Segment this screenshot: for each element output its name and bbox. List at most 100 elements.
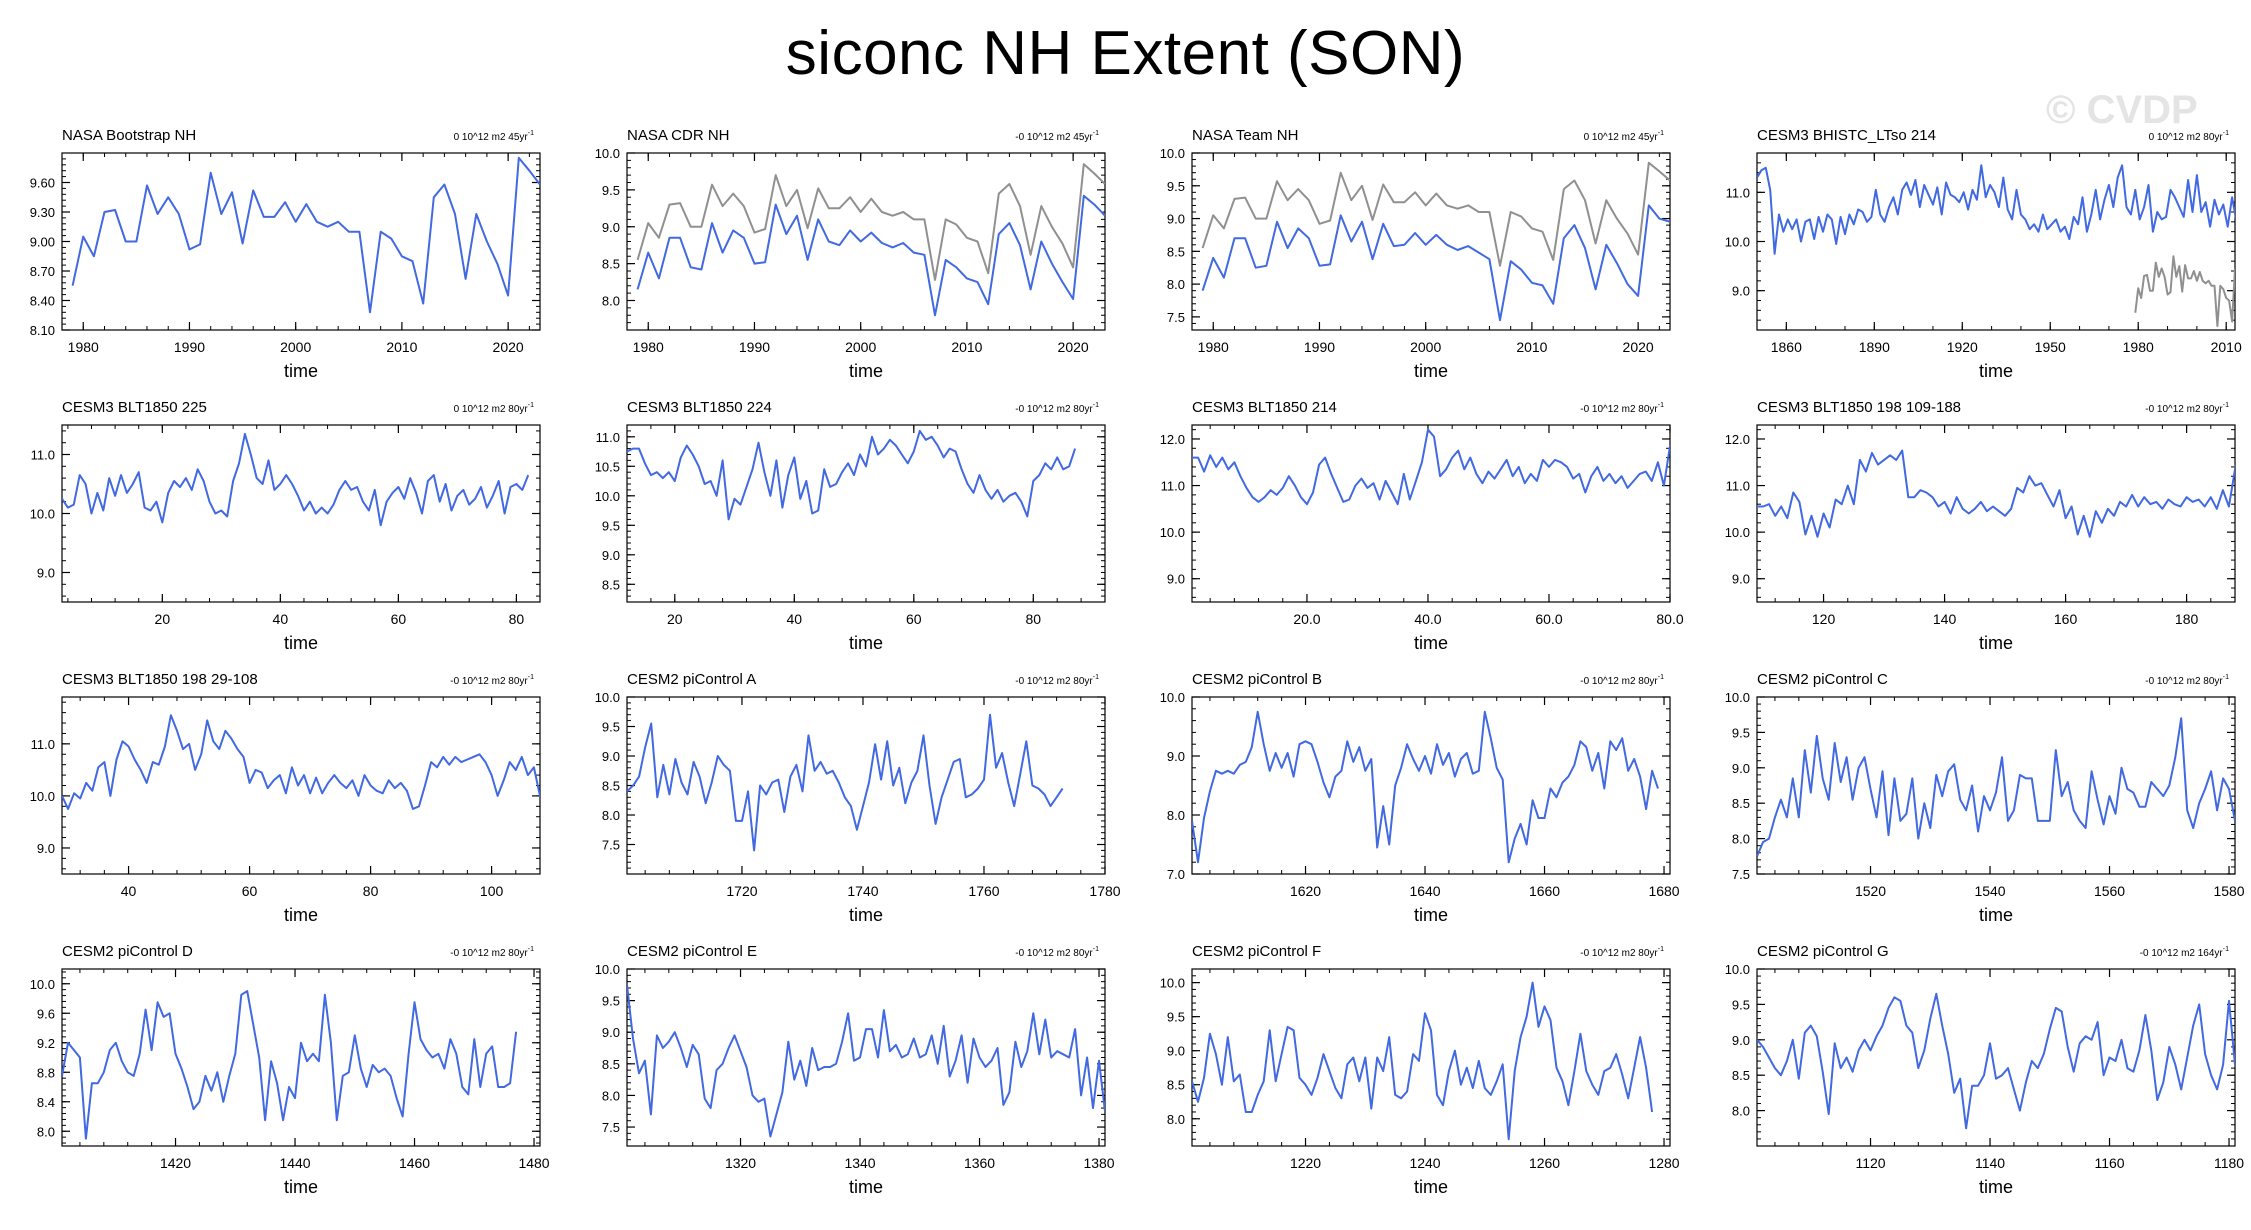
y-tick-label: 9.5 — [602, 720, 620, 735]
x-tick-label: 40.0 — [1414, 611, 1441, 627]
x-tick-label: 1160 — [2094, 1155, 2124, 1171]
series-line-model — [627, 713, 1064, 852]
y-tick-label: 10.0 — [1160, 976, 1185, 991]
y-tick-label: 8.0 — [1167, 808, 1185, 823]
panel-title: CESM3 BLT1850 224 — [627, 399, 772, 416]
x-tick-label: 120 — [1812, 611, 1836, 627]
y-tick-label: 9.0 — [1167, 749, 1185, 764]
y-tick-label: 8.5 — [1732, 796, 1750, 811]
panel-annotation: -0 10^12 m2 80yr-1 — [1580, 674, 1664, 687]
x-tick-label: 80.0 — [1656, 611, 1683, 627]
y-tick-label: 9.0 — [602, 220, 620, 235]
x-axis-label: time — [1414, 633, 1448, 653]
panel-title: CESM2 piControl G — [1757, 943, 1889, 960]
panel-annotation: -0 10^12 m2 80yr-1 — [2145, 674, 2229, 687]
chart-panel: CESM2 piControl G -0 10^12 m2 164yr-1 1120… — [1725, 943, 2245, 1197]
y-tick-label: 8.0 — [602, 1088, 620, 1103]
y-tick-label: 7.5 — [602, 838, 620, 853]
x-tick-label: 1990 — [174, 339, 205, 355]
x-tick-label: 1980 — [633, 339, 664, 355]
y-tick-label: 9.2 — [37, 1036, 55, 1051]
series-line-model — [627, 429, 1077, 521]
x-tick-label: 1860 — [1771, 339, 1802, 355]
chart-panel: NASA Bootstrap NH 0 10^12 m2 45yr-1 1980 19… — [30, 127, 541, 381]
series-line-model — [1192, 710, 1659, 864]
panel-annotation-exponent: -1 — [2223, 402, 2229, 409]
series-line-model — [1192, 981, 1654, 1141]
panel-annotation-exponent: -1 — [1093, 674, 1099, 681]
x-tick-label: 2000 — [845, 339, 876, 355]
panel-title: NASA Bootstrap NH — [62, 127, 196, 144]
y-tick-label: 10.0 — [1160, 690, 1185, 705]
y-tick-label: 8.8 — [37, 1065, 55, 1080]
y-tick-label: 8.0 — [602, 294, 620, 309]
y-tick-label: 8.0 — [1167, 1112, 1185, 1127]
x-axis-label: time — [1979, 361, 2013, 381]
panel-annotation-exponent: -1 — [1093, 402, 1099, 409]
x-tick-label: 1480 — [518, 1155, 549, 1171]
x-tick-label: 1920 — [1947, 339, 1978, 355]
panel-title: CESM3 BLT1850 225 — [62, 399, 207, 416]
panel-annotation-text: 0 10^12 m2 45yr — [454, 132, 529, 143]
series-line-reference — [1201, 161, 1670, 267]
y-tick-label: 9.5 — [1167, 179, 1185, 194]
y-tick-label: 12.0 — [1160, 432, 1185, 447]
y-tick-label: 9.0 — [1732, 572, 1750, 587]
series-line-model — [627, 984, 1105, 1138]
y-tick-label: 9.5 — [602, 994, 620, 1009]
x-tick-label: 140 — [1933, 611, 1957, 627]
x-tick-label: 1360 — [964, 1155, 995, 1171]
x-tick-label: 60 — [391, 611, 407, 627]
x-axis-label: time — [284, 633, 318, 653]
x-tick-label: 1380 — [1083, 1155, 1114, 1171]
y-tick-label: 7.5 — [1732, 867, 1750, 882]
x-tick-label: 40 — [273, 611, 289, 627]
y-tick-label: 8.40 — [30, 294, 55, 309]
y-tick-label: 11.0 — [1161, 479, 1185, 494]
y-tick-label: 10.0 — [595, 146, 620, 161]
x-axis-label: time — [1979, 633, 2013, 653]
y-tick-label: 8.5 — [602, 257, 620, 272]
series-line-model — [62, 990, 518, 1140]
chart-panel: CESM2 piControl A -0 10^12 m2 80yr-1 1720 1… — [595, 671, 1121, 925]
x-tick-label: 1740 — [847, 883, 878, 899]
x-tick-label: 160 — [2054, 611, 2078, 627]
x-tick-label: 1780 — [1089, 883, 1120, 899]
y-tick-label: 11.0 — [31, 737, 55, 752]
x-tick-label: 1980 — [1198, 339, 1229, 355]
x-tick-label: 40 — [121, 883, 137, 899]
y-tick-label: 9.0 — [1167, 1044, 1185, 1059]
x-tick-label: 40 — [787, 611, 803, 627]
x-tick-label: 20 — [155, 611, 171, 627]
x-tick-label: 100 — [480, 883, 504, 899]
y-tick-label: 9.0 — [602, 1025, 620, 1040]
series-line-model — [1757, 717, 2235, 857]
y-tick-label: 11.0 — [1726, 185, 1750, 200]
x-axis-label: time — [1414, 905, 1448, 925]
chart-panel: CESM2 piControl D -0 10^12 m2 80yr-1 1420 1… — [30, 943, 550, 1197]
y-tick-label: 8.0 — [602, 808, 620, 823]
series-line-obs — [71, 156, 540, 314]
x-tick-label: 1760 — [968, 883, 999, 899]
panel-annotation-exponent: -1 — [1658, 130, 1664, 137]
x-tick-label: 20.0 — [1293, 611, 1320, 627]
x-tick-label: 1180 — [2214, 1155, 2244, 1171]
x-tick-label: 1580 — [2213, 883, 2244, 899]
x-tick-label: 1890 — [1859, 339, 1890, 355]
y-tick-label: 10.0 — [595, 489, 620, 504]
y-tick-label: 9.5 — [1732, 997, 1750, 1012]
chart-panel: CESM2 piControl C -0 10^12 m2 80yr-1 1520 1… — [1725, 671, 2245, 925]
x-tick-label: 2010 — [386, 339, 417, 355]
x-tick-label: 1620 — [1290, 883, 1321, 899]
x-axis-label: time — [284, 1177, 318, 1197]
chart-panel: CESM3 BHISTC_LTso 214 0 10^12 m2 80yr-1 18… — [1725, 127, 2242, 381]
y-tick-label: 7.5 — [602, 1120, 620, 1135]
x-axis-label: time — [1414, 1177, 1448, 1197]
x-tick-label: 1280 — [1648, 1155, 1679, 1171]
x-tick-label: 2010 — [951, 339, 982, 355]
panel-annotation-text: 0 10^12 m2 45yr — [1584, 132, 1659, 143]
x-tick-label: 1990 — [739, 339, 770, 355]
x-tick-label: 1980 — [2123, 339, 2154, 355]
y-tick-label: 8.70 — [30, 264, 55, 279]
x-axis-label: time — [284, 905, 318, 925]
